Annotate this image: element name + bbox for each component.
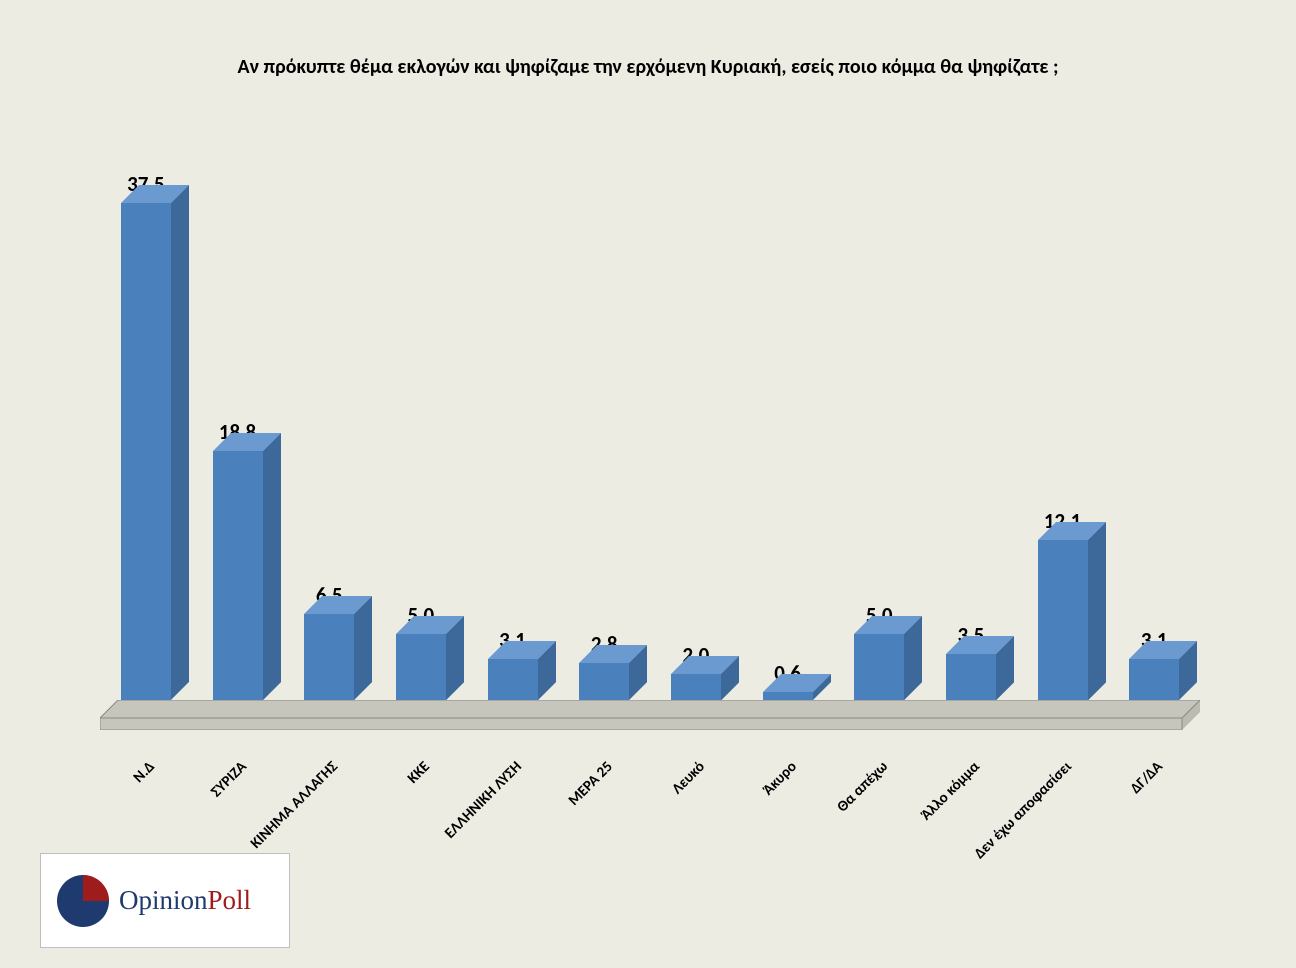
chart-title: Αν πρόκυπτε θέμα εκλογών και ψηφίζαμε τη… — [0, 55, 1296, 79]
bar — [396, 634, 446, 700]
x-axis-label: Άκυρο — [742, 740, 834, 920]
bar-slot: 2,0 — [650, 642, 742, 701]
bar — [213, 451, 263, 700]
logo-text: OpinionPoll — [119, 885, 251, 916]
logo-word-poll: Poll — [208, 885, 252, 915]
bar — [1038, 540, 1088, 700]
x-axis-label: ΚΙΝΗΜΑ ΑΛΛΑΓΗΣ — [283, 740, 375, 920]
logo: OpinionPoll — [40, 853, 290, 948]
bar-slot: 12,1 — [1017, 508, 1109, 700]
bar-slot: 3,1 — [1108, 627, 1200, 700]
chart-floor — [100, 700, 1200, 730]
bar — [854, 634, 904, 700]
bar-slot: 6,5 — [283, 582, 375, 700]
chart-area: 37,518,86,55,03,12,82,00,65,03,512,13,1 — [100, 170, 1200, 730]
bar — [121, 203, 171, 700]
x-axis-label: Λευκό — [650, 740, 742, 920]
bar-slot: 18,8 — [192, 419, 284, 700]
bar-slot: 5,0 — [375, 602, 467, 700]
x-axis-label: Δεν έχω αποφασίσει — [1017, 740, 1109, 920]
x-axis-label: ΜΕΡΑ 25 — [558, 740, 650, 920]
bars-container: 37,518,86,55,03,12,82,00,65,03,512,13,1 — [100, 170, 1200, 700]
bar — [488, 659, 538, 700]
x-axis-label: Θα απέχω — [833, 740, 925, 920]
x-axis-label: ΔΓ/ΔΑ — [1108, 740, 1200, 920]
bar-slot: 3,1 — [467, 627, 559, 700]
bar-slot: 3,5 — [925, 622, 1017, 700]
bar — [579, 663, 629, 700]
bar-slot: 2,8 — [558, 631, 650, 700]
bar — [946, 654, 996, 700]
x-axis-label: ΕΛΛΗΝΙΚΗ ΛΥΣΗ — [467, 740, 559, 920]
bar-slot: 5,0 — [833, 602, 925, 700]
bar — [671, 674, 721, 701]
bar-slot: 0,6 — [742, 660, 834, 700]
bar — [763, 692, 813, 700]
bar-slot: 37,5 — [100, 171, 192, 700]
bar — [304, 614, 354, 700]
bar — [1129, 659, 1179, 700]
logo-mark — [55, 873, 111, 929]
logo-word-opinion: Opinion — [119, 885, 208, 915]
